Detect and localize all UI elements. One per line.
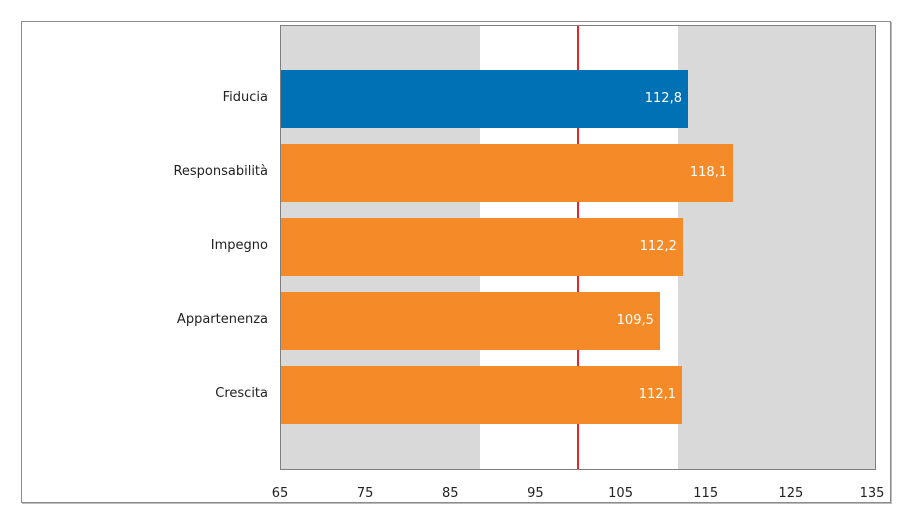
bar: 112,8 — [281, 70, 688, 128]
bar-value-label: 112,1 — [638, 387, 677, 402]
background-band — [677, 26, 875, 469]
category-label: Impegno — [210, 238, 268, 253]
bar-value-label: 118,1 — [689, 165, 728, 180]
x-tick-label: 75 — [356, 486, 374, 501]
category-label: Crescita — [215, 386, 268, 401]
x-tick-label: 135 — [859, 486, 885, 501]
bar-value-label: 112,8 — [644, 91, 682, 106]
x-tick-label: 125 — [778, 486, 804, 501]
x-tick-label: 105 — [608, 486, 633, 501]
bar-value-label: 109,5 — [616, 313, 654, 328]
bar: 109,5 — [281, 292, 660, 350]
x-tick-label: 115 — [693, 486, 719, 501]
chart-frame — [21, 21, 891, 503]
bar-value-label: 112,2 — [639, 239, 677, 254]
bar: 112,2 — [281, 218, 683, 276]
x-tick-label: 85 — [442, 486, 459, 501]
category-label: Responsabilità — [173, 164, 268, 179]
category-label: Fiducia — [222, 90, 268, 105]
x-tick-label: 95 — [527, 486, 544, 501]
bar: 118,1 — [281, 144, 734, 202]
bar: 112,1 — [281, 366, 683, 424]
category-label: Appartenenza — [176, 312, 268, 327]
x-tick-label: 65 — [271, 486, 289, 501]
plot-area: 112,8 118,1 112,2 109,5 112,1 — [280, 25, 876, 470]
